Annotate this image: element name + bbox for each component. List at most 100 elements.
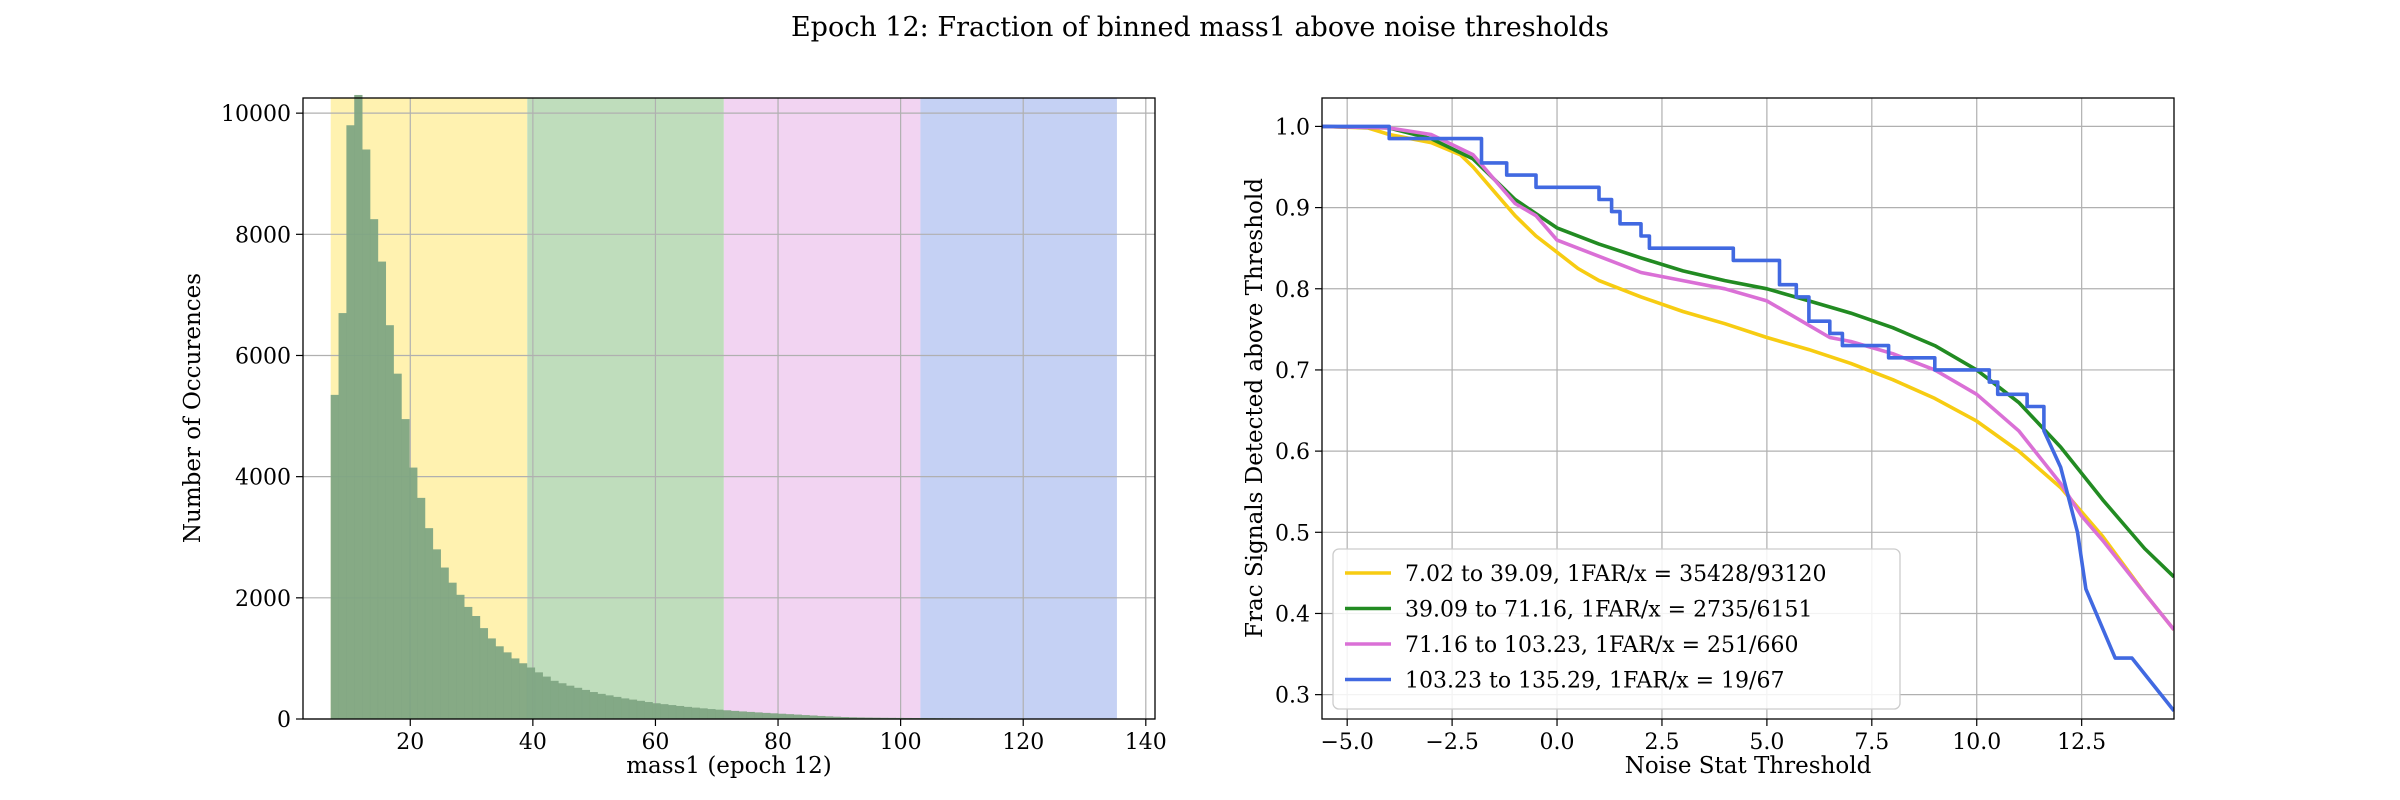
legend-entry-2: 39.09 to 71.16, 1FAR/x = 2735/6151 [1405,598,1812,623]
legend-entry-4: 103.23 to 135.29, 1FAR/x = 19/67 [1405,669,1784,694]
histogram-bar [770,713,779,719]
histogram-y-tick-label: 0 [277,708,291,733]
histogram-bar [409,467,418,719]
line-chart-y-tick-label: 1.0 [1275,115,1310,140]
histogram-bar [707,709,716,719]
histogram-y-tick-label: 10000 [221,102,291,127]
histogram-bar [503,652,512,719]
histogram-bar [526,667,536,719]
histogram-bar [362,149,371,719]
histogram-bar [393,373,402,719]
line-chart-x-tick-label: 2.5 [1644,730,1679,755]
line-chart-y-tick-label: 0.9 [1275,197,1310,222]
mass-bin-bands [330,98,1117,719]
histogram-bar [856,717,865,719]
histogram-bar [660,704,669,719]
legend-box [1332,548,1901,710]
histogram-bar [448,582,457,719]
series-line-1 [1322,124,2174,631]
histogram-bar [385,325,394,719]
histogram-bar [589,692,598,719]
line-chart-frame [1321,97,2175,720]
line-chart-x-tick-label: −2.5 [1425,730,1478,755]
line-chart-y-tick-label: 0.3 [1275,684,1310,709]
histogram-bar [699,708,708,719]
line-chart-y-tick-label: 0.6 [1275,440,1310,465]
histogram-bar [471,616,481,719]
histogram-bar [848,717,857,719]
histogram-bar [730,710,740,719]
histogram-bar [636,700,645,719]
histogram-x-ticks: 20 40 60 80 100 120 140 [396,719,1167,755]
histogram-bar [777,713,787,719]
histogram-panel: 20 40 60 80 100 120 140 0 2000 4000 6000 8000 10000… [180,94,1167,779]
histogram-bar [464,606,473,719]
histogram-bar [824,716,834,719]
line-chart-legend: 7.02 to 39.09, 1FAR/x = 35428/93120 39.09… [1332,548,1901,710]
histogram-x-tick-label: 20 [396,730,424,755]
histogram-bar [495,646,504,719]
histogram-bar [479,628,489,719]
histogram-bar [377,261,387,719]
histogram-bar [872,717,881,719]
histogram-bar [534,672,543,719]
histogram-bar [487,638,496,719]
histogram-bar [754,712,763,719]
histogram-y-ticks: 0 2000 4000 6000 8000 10000 [221,102,303,733]
histogram-bar [511,658,520,719]
line-chart-series [1322,124,2174,713]
histogram-bar [354,94,363,720]
histogram-x-tick-label: 120 [1002,730,1044,755]
mass-bin-band-4 [920,98,1117,719]
line-chart-x-tick-label: 0.0 [1540,730,1575,755]
histogram-bar [456,594,465,719]
line-chart-y-label: Frac Signals Detected above Threshold [1242,178,1268,638]
histogram-bar [864,717,873,719]
histogram-bar [424,528,434,719]
histogram-bar [652,703,661,719]
histogram-bar [519,663,528,719]
histogram-y-tick-label: 8000 [235,223,291,248]
histogram-bar [417,497,426,719]
histogram-frame [302,97,1156,720]
histogram-y-tick-label: 4000 [235,466,291,491]
histogram-bar [605,695,614,719]
histogram-bar [691,707,700,719]
figure-title: Epoch 12: Fraction of binned mass1 above… [791,12,1609,43]
mass-bin-band-3 [723,98,921,719]
histogram-bar [746,711,755,719]
histogram-bar [762,712,771,719]
histogram-bar [369,219,379,720]
histogram-bar [330,394,339,719]
histogram-bar [346,125,355,719]
histogram-bar [338,313,347,719]
line-chart-x-tick-label: 12.5 [2057,730,2106,755]
line-chart-x-tick-label: 10.0 [1952,730,2001,755]
histogram-bar [668,705,677,719]
histogram-bar [801,715,810,719]
histogram-x-tick-label: 140 [1125,730,1167,755]
histogram-bar [738,711,747,719]
histogram-bar [817,715,826,719]
legend-entry-1: 7.02 to 39.09, 1FAR/x = 35428/93120 [1405,562,1826,587]
legend-entry-3: 71.16 to 103.23, 1FAR/x = 251/660 [1405,633,1798,658]
histogram-bars [330,94,1116,720]
line-chart-x-tick-label: 7.5 [1854,730,1889,755]
histogram-bar [785,714,795,719]
histogram-bar [793,714,802,719]
line-chart-y-ticks: 0.3 0.4 0.5 0.6 0.7 0.8 0.9 1.0 [1275,115,1322,709]
series-line-2 [1322,124,2174,579]
histogram-bar [581,689,591,719]
line-chart-y-tick-label: 0.8 [1275,278,1310,303]
histogram-y-label: Number of Occurences [180,273,206,543]
line-chart-x-tick-label: −5.0 [1320,730,1373,755]
histogram-bar [573,687,583,719]
line-chart-x-ticks: −5.0 −2.5 0.0 2.5 5.0 7.5 10.0 12.5 [1320,719,2106,755]
histogram-y-tick-label: 6000 [235,344,291,369]
histogram-bar [542,676,551,719]
histogram-bar [840,717,849,719]
histogram-x-label: mass1 (epoch 12) [626,753,831,779]
line-chart-y-tick-label: 0.4 [1275,602,1310,627]
histogram-bar [597,693,606,719]
threshold-line-panel: −5.0 −2.5 0.0 2.5 5.0 7.5 10.0 12.5 0.30.40.50.… [1242,97,2175,779]
